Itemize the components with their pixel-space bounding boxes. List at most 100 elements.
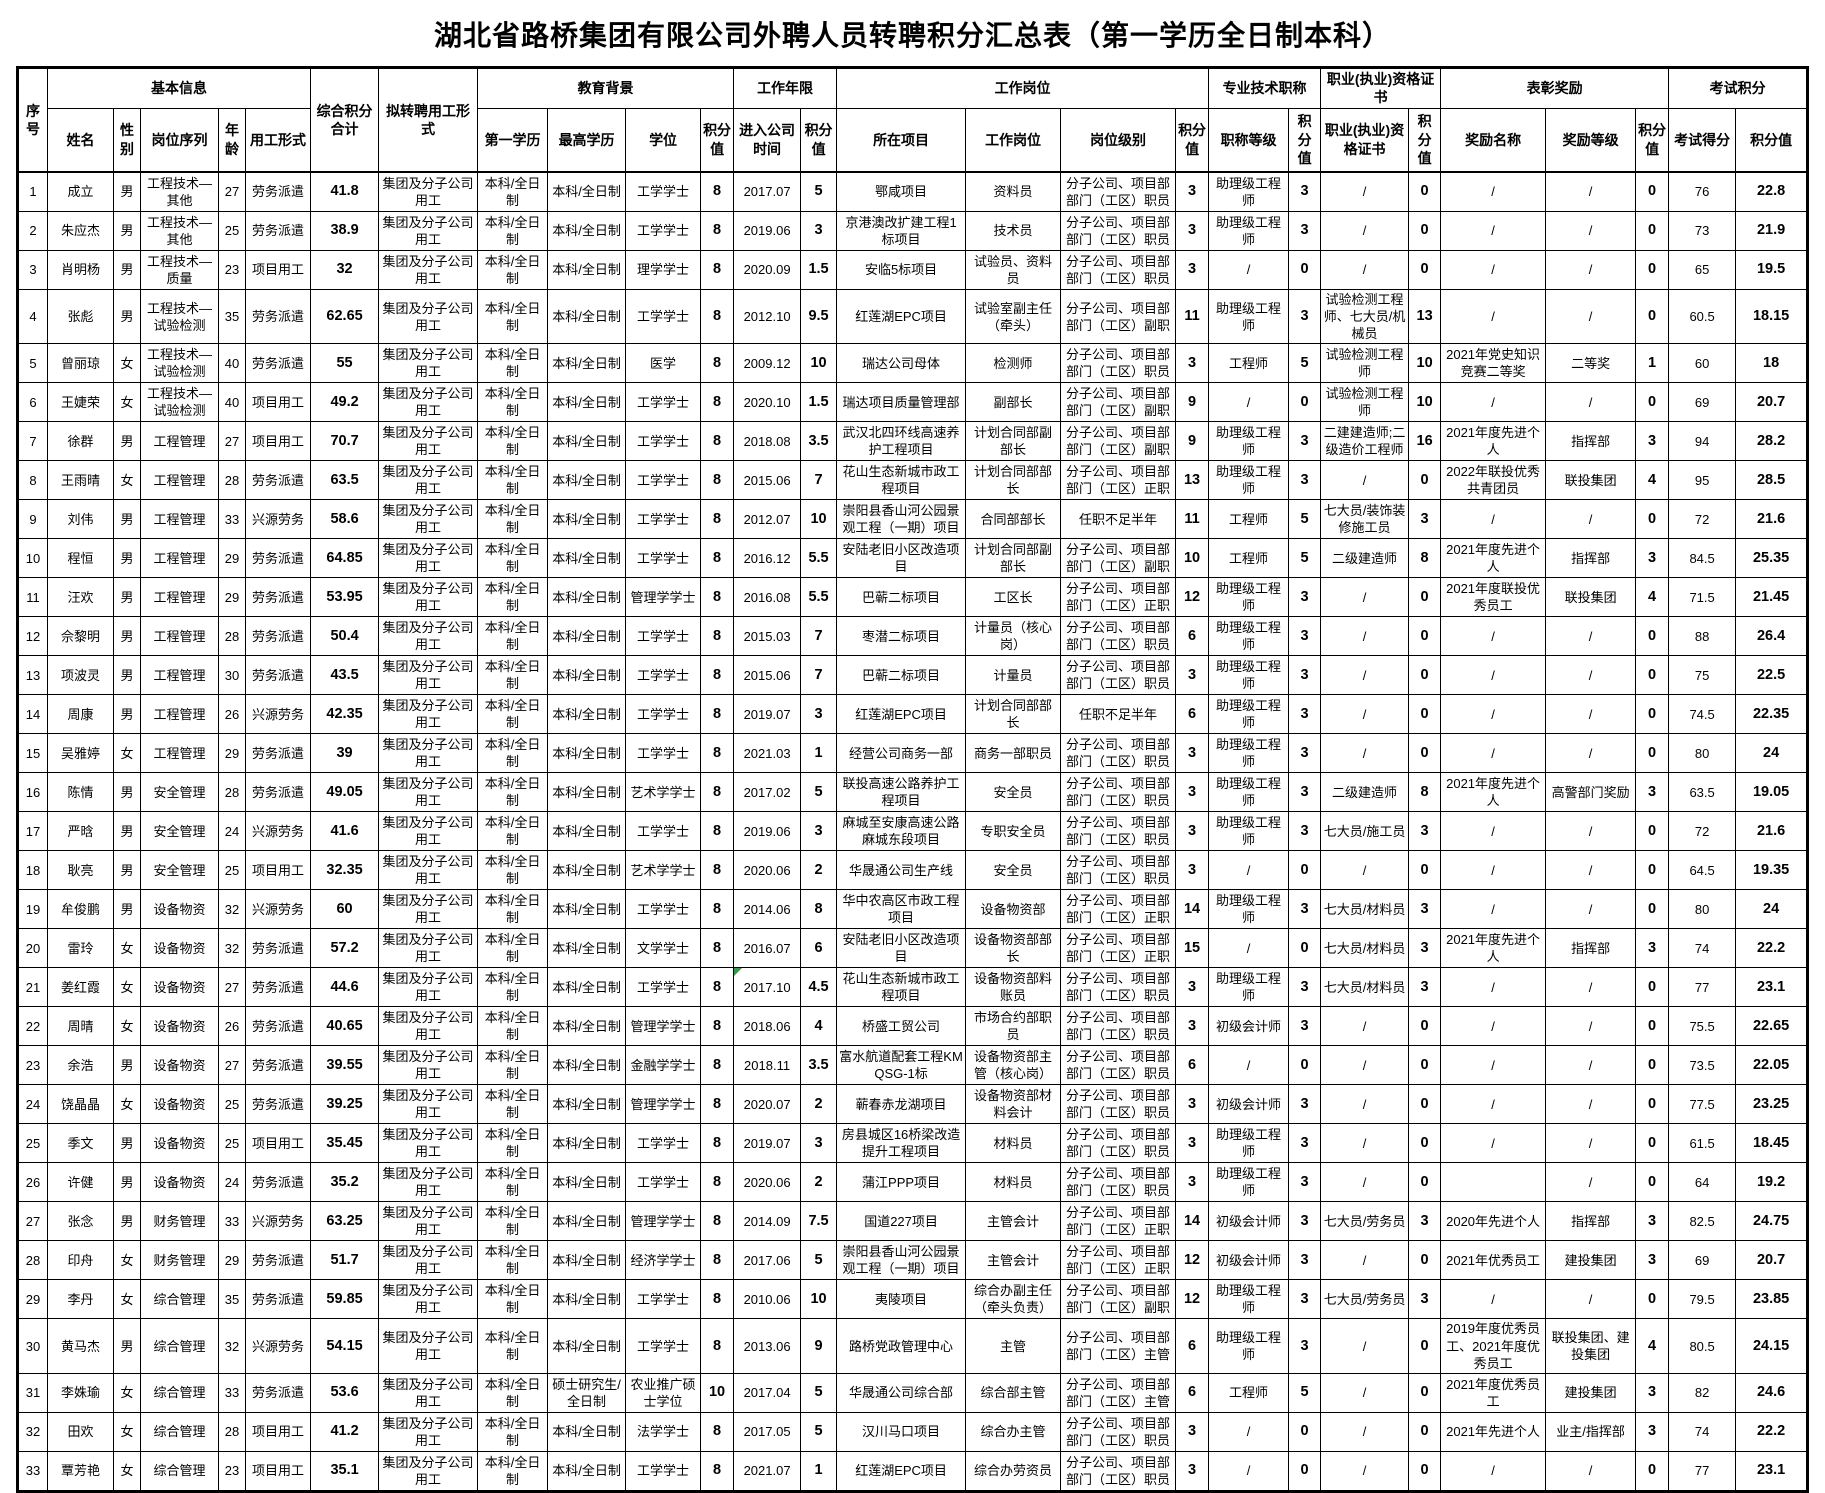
cell-edu-points: 8 [700,210,735,251]
table-row: 14 周康男工程管理 26 兴源劳务 42.35 集团及分子公司用工 本科/全日制 本科/全日… [17,694,1809,735]
cell-certificate: / [1320,1450,1410,1492]
cell-degree: 工学学士 [625,288,702,345]
cell-first-degree: 本科/全日制 [477,249,549,290]
cell-cert-points: 3 [1408,967,1442,1008]
cell-form: 项目用工 [244,850,312,891]
cell-title-points: 3 [1288,655,1322,696]
cell-post: 主管 [965,1318,1062,1374]
cell-first-degree: 本科/全日制 [477,1450,549,1492]
cell-age: 32 [218,889,246,930]
cell-seq: 7 [17,421,48,462]
cell-entry-date: 2015.06 [733,655,802,696]
cell-post-points: 3 [1175,249,1210,290]
cell-name: 许健 [47,1162,114,1203]
cell-comment-indicator-icon [734,968,743,977]
cell-exam-score: 64 [1668,1162,1737,1203]
cell-edu-points: 8 [700,733,735,774]
cell-gender: 男 [113,538,141,579]
cell-award-name: 2021年党史知识竞赛二等奖 [1440,343,1547,384]
cell-seq: 21 [17,967,48,1008]
cell-age: 26 [218,1006,246,1047]
cell-name: 雷玲 [47,928,114,969]
cell-proposed: 集团及分子公司用工 [378,1006,479,1047]
cell-entry-date: 2016.08 [733,577,802,618]
cell-project: 路桥党政管理中心 [836,1318,967,1374]
cell-post-level: 分子公司、项目部部门（工区）正职 [1060,889,1177,930]
cell-degree: 工学学士 [625,460,702,501]
cell-post-points: 3 [1175,967,1210,1008]
cell-series: 综合管理 [140,1318,219,1374]
cell-post: 安全员 [965,850,1062,891]
table-row: 20 雷玲女设备物资 32 劳务派遣 57.2 集团及分子公司用工 本科/全日制 本科/全日制… [17,928,1809,969]
cell-title-level: 助理级工程师 [1208,616,1290,657]
cell-first-degree: 本科/全日制 [477,772,549,813]
cell-exam-score: 74.5 [1668,694,1737,735]
cell-seq: 12 [17,616,48,657]
cell-title-level: / [1208,1045,1290,1086]
cell-proposed: 集团及分子公司用工 [378,850,479,891]
cell-degree: 管理学学士 [625,1201,702,1242]
cell-seq: 8 [17,460,48,501]
cell-gender: 女 [113,733,141,774]
cell-edu-points: 8 [700,249,735,290]
cell-cert-points: 3 [1408,811,1442,852]
cell-award-level: 二等奖 [1545,343,1637,384]
cell-highest-degree: 本科/全日制 [547,772,627,813]
cell-edu-points: 8 [700,499,735,540]
cell-name: 余浩 [47,1045,114,1086]
cell-gender: 女 [113,382,141,423]
cell-post: 工区长 [965,577,1062,618]
cell-entry-date: 2017.05 [733,1411,802,1452]
cell-award-points: 0 [1635,249,1670,290]
cell-certificate: / [1320,249,1410,290]
cell-proposed: 集团及分子公司用工 [378,538,479,579]
cell-post-points: 6 [1175,1372,1210,1413]
cell-form: 劳务派遣 [244,655,312,696]
cell-award-level: 指挥部 [1545,1201,1637,1242]
cell-years-points: 6 [800,928,838,969]
cell-degree: 工学学士 [625,733,702,774]
cell-proposed: 集团及分子公司用工 [378,967,479,1008]
cell-post-level: 分子公司、项目部部门（工区）主管 [1060,1372,1177,1413]
cell-series: 设备物资 [140,889,219,930]
cell-award-level: / [1545,171,1637,212]
cell-exam-points: 28.5 [1735,460,1809,501]
cell-proposed: 集团及分子公司用工 [378,210,479,251]
cell-award-name: 2022年联投优秀共青团员 [1440,460,1547,501]
cell-exam-points: 24 [1735,733,1809,774]
cell-post-points: 3 [1175,1162,1210,1203]
cell-certificate: 二建建造师;二级造价工程师 [1320,421,1410,462]
table-row: 8 王雨晴女工程管理 28 劳务派遣 63.5 集团及分子公司用工 本科/全日制 本科/全日制… [17,460,1809,501]
cell-award-level: 建投集团 [1545,1240,1637,1281]
cell-gender: 男 [113,655,141,696]
cell-gender: 男 [113,1045,141,1086]
cell-degree: 法学学士 [625,1411,702,1452]
cell-series: 工程管理 [140,655,219,696]
cell-series: 工程技术—质量 [140,249,219,290]
cell-exam-points: 20.7 [1735,1240,1809,1281]
cell-title-points: 0 [1288,1411,1322,1452]
cell-total: 35.45 [310,1123,380,1164]
cell-total: 41.6 [310,811,380,852]
cell-proposed: 集团及分子公司用工 [378,1411,479,1452]
cell-age: 28 [218,616,246,657]
cell-entry-date: 2020.06 [733,1162,802,1203]
cell-award-level: / [1545,249,1637,290]
cell-total: 49.2 [310,382,380,423]
cell-highest-degree: 本科/全日制 [547,1045,627,1086]
table-row: 16 陈情男安全管理 28 劳务派遣 49.05 集团及分子公司用工 本科/全日制 本科/全日… [17,772,1809,813]
cell-title-points: 0 [1288,249,1322,290]
cell-certificate: / [1320,850,1410,891]
cell-gender: 女 [113,1084,141,1125]
cell-name: 饶晶晶 [47,1084,114,1125]
cell-age: 27 [218,1045,246,1086]
cell-title-points: 3 [1288,1123,1322,1164]
cell-series: 安全管理 [140,772,219,813]
cell-award-name: / [1440,210,1547,251]
cell-years-points: 3 [800,210,838,251]
cell-title-points: 3 [1288,1201,1322,1242]
cell-name: 曾丽琼 [47,343,114,384]
cell-cert-points: 0 [1408,1372,1442,1413]
cell-proposed: 集团及分子公司用工 [378,577,479,618]
